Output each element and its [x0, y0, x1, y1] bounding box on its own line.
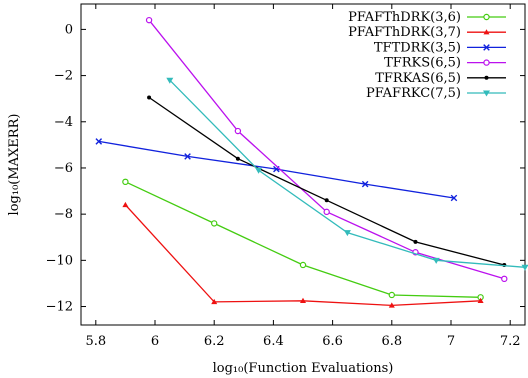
- data-point: [477, 297, 484, 303]
- series-5: [166, 77, 528, 271]
- y-tick-label: −10: [46, 253, 73, 268]
- data-point: [483, 44, 490, 51]
- data-point: [184, 153, 191, 160]
- y-axis-label: log₁₀(MAXERR): [7, 114, 22, 216]
- legend: PFAFThDRK(3,6)PFAFThDRK(3,7)TFTDRK(3,5)T…: [348, 10, 506, 101]
- plot-frame: [80, 3, 526, 326]
- data-point: [255, 167, 263, 174]
- data-point: [483, 13, 490, 21]
- y-tick-label: −8: [54, 207, 73, 222]
- data-point: [95, 138, 103, 145]
- series-1: [122, 201, 484, 308]
- x-tick-label: 7.2: [500, 334, 521, 349]
- legend-label: TFRKAS(6,5): [375, 71, 461, 86]
- data-point: [484, 75, 489, 80]
- data-point: [324, 198, 329, 203]
- series-line: [169, 79, 526, 268]
- data-point: [450, 194, 458, 202]
- data-point: [122, 178, 129, 186]
- data-point: [166, 77, 174, 84]
- x-tick-label: 7: [447, 334, 455, 349]
- data-point: [483, 90, 490, 97]
- legend-entry: TFRKS(6,5): [384, 56, 506, 71]
- legend-label: PFAFThDRK(3,6): [348, 10, 461, 25]
- legend-label: TFTDRK(3,5): [374, 40, 461, 55]
- x-tick-label: 5.8: [85, 334, 106, 349]
- data-point: [210, 220, 218, 227]
- data-point: [361, 180, 369, 188]
- data-point: [501, 275, 508, 283]
- x-tick-label: 6.6: [322, 334, 343, 349]
- data-point: [483, 29, 490, 35]
- data-point: [299, 261, 307, 269]
- y-tick-label: −2: [54, 69, 73, 84]
- y-tick-label: −4: [54, 115, 73, 130]
- legend-entry: PFAFRKC(7,5): [366, 86, 506, 101]
- legend-entry: TFRKAS(6,5): [375, 71, 506, 86]
- data-point: [323, 208, 330, 216]
- axis-ticks: 5.8 6 6.2 6.4 6.6 6.8 7 7.2 0 −2 −4 −6 −8 −10 −12: [46, 4, 525, 349]
- data-point: [300, 297, 306, 303]
- data-point: [521, 264, 528, 271]
- y-tick-label: 0: [65, 22, 73, 37]
- legend-entry: TFTDRK(3,5): [374, 40, 506, 55]
- plot-area: [80, 3, 526, 326]
- data-point: [413, 239, 418, 244]
- series-2: [95, 138, 458, 202]
- data-point: [147, 95, 152, 100]
- legend-entry: PFAFThDRK(3,7): [348, 25, 506, 40]
- data-point: [483, 59, 490, 66]
- data-point: [122, 201, 129, 208]
- x-tick-label: 6.4: [263, 334, 284, 349]
- data-point: [388, 302, 395, 308]
- x-tick-label: 6.8: [381, 334, 402, 349]
- series-line: [148, 96, 505, 266]
- x-tick-label: 6: [151, 334, 159, 349]
- data-point: [432, 257, 440, 264]
- legend-entry: PFAFThDRK(3,6): [348, 10, 506, 25]
- series-4: [147, 95, 507, 267]
- series-line: [125, 181, 481, 298]
- data-point: [234, 127, 242, 135]
- data-point: [388, 291, 395, 299]
- legend-label: TFRKS(6,5): [384, 56, 461, 71]
- data-point: [211, 298, 218, 305]
- series-0: [122, 178, 484, 301]
- x-tick-label: 6.2: [204, 334, 225, 349]
- data-point: [235, 156, 240, 161]
- data-point: [145, 16, 153, 24]
- x-axis-label: log₁₀(Function Evaluations): [213, 361, 394, 376]
- legend-label: PFAFThDRK(3,7): [348, 25, 461, 40]
- y-tick-label: −12: [46, 300, 73, 315]
- y-tick-label: −6: [54, 161, 73, 176]
- series-layer: [95, 16, 528, 308]
- data-point: [343, 230, 351, 237]
- legend-label: PFAFRKC(7,5): [366, 86, 461, 101]
